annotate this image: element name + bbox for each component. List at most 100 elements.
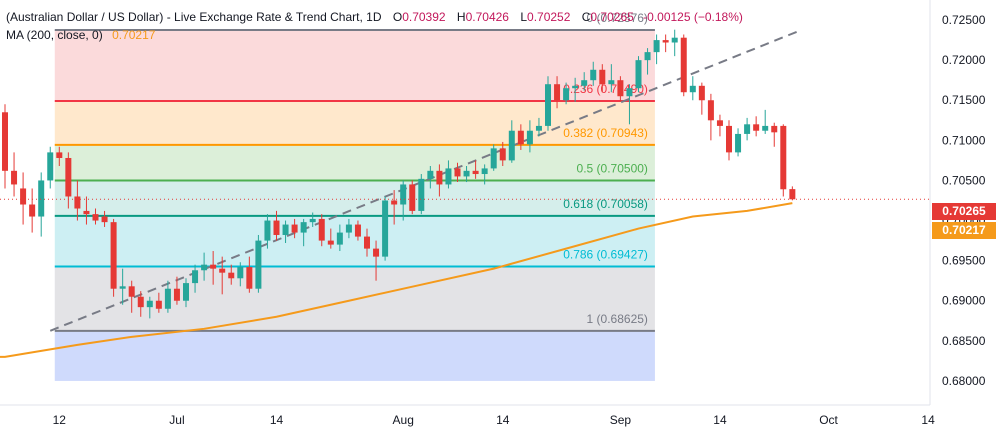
candle[interactable]	[74, 180, 81, 221]
candle[interactable]	[83, 196, 90, 225]
candle[interactable]	[291, 218, 298, 239]
candle[interactable]	[164, 280, 171, 313]
candle[interactable]	[735, 128, 742, 157]
candle[interactable]	[517, 124, 524, 150]
candle[interactable]	[364, 228, 370, 257]
candle[interactable]	[707, 93, 714, 141]
candle[interactable]	[481, 164, 488, 185]
candle[interactable]	[508, 120, 515, 163]
candle[interactable]	[228, 264, 235, 285]
candle[interactable]	[726, 120, 732, 161]
symbol-title[interactable]: (Australian Dollar / US Dollar) - Live E…	[6, 10, 382, 24]
candle[interactable]	[146, 296, 153, 319]
candle[interactable]	[373, 240, 380, 281]
candle[interactable]	[617, 76, 624, 102]
candle[interactable]	[336, 224, 343, 252]
candle[interactable]	[137, 291, 144, 317]
candle[interactable]	[572, 77, 579, 102]
candle[interactable]	[689, 76, 696, 101]
candle[interactable]	[780, 124, 787, 197]
candle[interactable]	[490, 144, 497, 171]
candle[interactable]	[192, 264, 199, 293]
candle[interactable]	[264, 214, 271, 249]
candle[interactable]	[581, 72, 588, 91]
candle[interactable]	[400, 180, 407, 221]
candle[interactable]	[20, 172, 27, 225]
candle[interactable]	[255, 234, 262, 293]
candle[interactable]	[680, 34, 687, 97]
candle[interactable]	[753, 116, 760, 137]
candle[interactable]	[119, 268, 126, 305]
fib-zone-0.5	[54, 180, 655, 216]
candle[interactable]	[273, 210, 280, 241]
candle[interactable]	[653, 34, 660, 65]
x-tick-label: 14	[496, 413, 510, 427]
candle-body	[110, 222, 117, 289]
candle[interactable]	[671, 29, 678, 57]
candle[interactable]	[219, 256, 226, 295]
candle[interactable]	[2, 104, 8, 189]
candle[interactable]	[155, 292, 162, 313]
candle[interactable]	[762, 109, 769, 134]
candle[interactable]	[789, 186, 796, 201]
candle[interactable]	[626, 84, 633, 125]
candle[interactable]	[382, 196, 389, 261]
candle[interactable]	[29, 188, 36, 233]
candle[interactable]	[545, 76, 551, 131]
candle[interactable]	[38, 172, 45, 237]
candle[interactable]	[173, 276, 180, 305]
candle[interactable]	[47, 146, 54, 189]
candle[interactable]	[599, 64, 606, 93]
candle[interactable]	[237, 262, 244, 287]
candle[interactable]	[535, 117, 542, 137]
candle[interactable]	[409, 180, 416, 215]
candle[interactable]	[445, 160, 452, 189]
candle[interactable]	[309, 212, 316, 227]
candle[interactable]	[318, 214, 325, 247]
candle[interactable]	[128, 280, 135, 313]
candle[interactable]	[716, 114, 723, 137]
candle[interactable]	[436, 164, 443, 197]
candle[interactable]	[608, 64, 615, 93]
ma200-line[interactable]	[0, 202, 793, 358]
candle[interactable]	[300, 218, 307, 247]
candle[interactable]	[744, 117, 751, 141]
candle[interactable]	[554, 76, 561, 109]
ma-legend[interactable]: MA (200, close, 0) 0.70217	[6, 28, 155, 42]
candle[interactable]	[354, 220, 361, 241]
candle[interactable]	[246, 256, 253, 293]
high-label: H	[456, 10, 466, 24]
candle[interactable]	[201, 252, 208, 281]
candle[interactable]	[56, 146, 63, 167]
candle[interactable]	[590, 61, 597, 86]
candle[interactable]	[101, 210, 108, 227]
candle[interactable]	[110, 218, 117, 297]
candle[interactable]	[499, 141, 506, 167]
candle[interactable]	[771, 122, 778, 147]
candle[interactable]	[635, 56, 642, 93]
candle[interactable]	[282, 220, 289, 243]
candle[interactable]	[345, 218, 352, 239]
candle[interactable]	[644, 48, 651, 75]
candle[interactable]	[472, 160, 479, 179]
x-tick-label: 14	[270, 413, 284, 427]
candle[interactable]	[418, 174, 425, 215]
candle[interactable]	[698, 82, 705, 115]
candle[interactable]	[183, 278, 189, 308]
candle-body	[309, 218, 316, 223]
candle[interactable]	[427, 166, 434, 189]
candle[interactable]	[662, 34, 669, 53]
candle[interactable]	[210, 251, 217, 285]
candle[interactable]	[327, 228, 334, 249]
candle[interactable]	[11, 152, 18, 197]
y-tick-label: 0.72000	[942, 53, 986, 67]
candle[interactable]	[92, 208, 99, 225]
candle[interactable]	[463, 166, 470, 183]
candle[interactable]	[454, 162, 461, 183]
candle[interactable]	[391, 190, 398, 225]
candle[interactable]	[526, 120, 533, 153]
candle[interactable]	[563, 82, 570, 105]
y-tick-label: 0.69000	[942, 294, 986, 308]
fib-zone-1	[54, 330, 655, 381]
